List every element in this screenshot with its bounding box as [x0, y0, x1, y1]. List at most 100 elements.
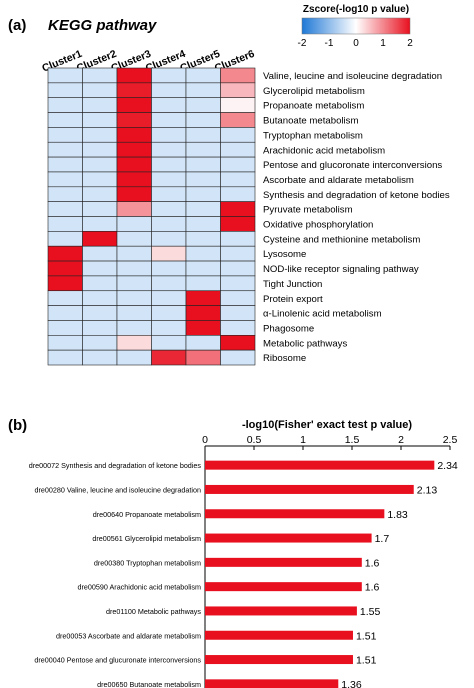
heatmap-cell — [151, 186, 187, 202]
bar-value-label: 1.51 — [356, 630, 377, 642]
bar-x-tick-label: 2 — [398, 434, 404, 446]
heatmap-row-label: Tryptophan metabolism — [263, 130, 363, 141]
heatmap-cell — [82, 82, 118, 98]
heatmap-cell — [47, 290, 83, 306]
colorbar-tick-label: -2 — [298, 38, 307, 49]
heatmap-cell — [151, 156, 187, 173]
heatmap-cell — [82, 201, 118, 217]
heatmap-cell — [116, 141, 152, 158]
heatmap-cell — [185, 334, 221, 351]
bar-x-tick-label: 2.5 — [443, 434, 458, 446]
heatmap-row-label: Ascorbate and aldarate metabolism — [263, 175, 414, 186]
bar-x-axis-label: -log10(Fisher' exact test p value) — [242, 419, 412, 431]
heatmap-cell — [151, 67, 187, 84]
bar-category-label: dre00640 Propanoate metabolism — [93, 510, 201, 519]
bar-value-label: 2.34 — [437, 460, 458, 472]
heatmap-cell — [47, 275, 83, 292]
bar-category-label: dre00561 Glycerolipid metabolism — [92, 534, 201, 543]
heatmap-cell — [220, 82, 256, 98]
heatmap-cell — [220, 334, 256, 351]
heatmap-cell — [82, 156, 118, 173]
heatmap-cell — [151, 112, 187, 128]
colorbar-tick-label: 0 — [353, 38, 359, 49]
bar-value-label: 1.36 — [341, 679, 362, 688]
heatmap-cell — [151, 305, 187, 321]
heatmap-cell — [185, 260, 221, 277]
heatmap-cell — [185, 349, 221, 366]
bar-x-tick-label: 1 — [300, 434, 306, 446]
bar — [205, 460, 435, 470]
bar — [205, 484, 414, 494]
heatmap-cell — [116, 260, 152, 277]
heatmap-cell — [151, 245, 187, 262]
heatmap-cell — [185, 82, 221, 98]
bar — [205, 630, 353, 640]
panel-a-label: (a) — [8, 17, 26, 34]
heatmap-cell — [185, 320, 221, 336]
heatmap-cell — [116, 171, 152, 188]
heatmap-cell — [116, 245, 152, 262]
heatmap-cell — [151, 349, 187, 366]
heatmap-cell — [116, 275, 152, 292]
heatmap-cell — [220, 305, 256, 321]
colorbar-tick-label: -1 — [325, 38, 334, 49]
heatmap-cell — [47, 171, 83, 188]
bar — [205, 655, 353, 665]
heatmap-cell — [151, 141, 187, 158]
heatmap-cell — [220, 245, 256, 262]
bar — [205, 582, 362, 592]
heatmap-row-label: Arachidonic acid metabolism — [263, 145, 385, 156]
heatmap-cell — [220, 275, 256, 292]
heatmap-cell — [47, 186, 83, 202]
heatmap-cell — [220, 97, 256, 113]
heatmap-cell — [47, 216, 83, 232]
heatmap-cell — [151, 334, 187, 351]
heatmap-cell — [47, 112, 83, 128]
heatmap-cell — [116, 186, 152, 202]
heatmap-cell — [82, 141, 118, 158]
heatmap-cell — [47, 260, 83, 277]
heatmap-row-labels: Valine, leucine and isoleucine degradati… — [263, 71, 450, 364]
heatmap-cell — [116, 320, 152, 336]
heatmap-cell — [116, 67, 152, 84]
heatmap-row-label: Metabolic pathways — [263, 338, 347, 349]
heatmap-cell — [185, 67, 221, 84]
heatmap-cell — [220, 320, 256, 336]
heatmap-cell — [185, 201, 221, 217]
heatmap-cell — [82, 127, 118, 143]
heatmap-cell — [185, 156, 221, 173]
colorbar-label: Zscore(-log10 p value) — [303, 4, 409, 15]
bar-category-label: dre01100 Metabolic pathways — [106, 607, 201, 616]
heatmap-cell — [220, 141, 256, 158]
heatmap-row-label: Phagosome — [263, 323, 314, 334]
heatmap-cell — [116, 334, 152, 351]
heatmap-cell — [151, 290, 187, 306]
heatmap-cell — [185, 112, 221, 128]
heatmap-cell — [220, 127, 256, 143]
bar — [205, 606, 357, 616]
heatmap-cell — [47, 320, 83, 336]
heatmap-cell — [47, 305, 83, 321]
bar-category-label: dre00280 Valine, leucine and isoleucine … — [34, 485, 201, 494]
heatmap-row-label: Butanoate metabolism — [263, 116, 358, 127]
heatmap-row-label: Cysteine and methionine metabolism — [263, 234, 420, 245]
bar-value-label: 1.6 — [365, 582, 380, 594]
heatmap-cell — [185, 186, 221, 202]
heatmap-cell — [151, 82, 187, 98]
heatmap-cell — [47, 67, 83, 84]
heatmap-cell — [116, 305, 152, 321]
heatmap-cell — [185, 231, 221, 247]
heatmap-row-label: Lysosome — [263, 249, 306, 260]
colorbar-tick-label: 1 — [380, 38, 386, 49]
bar-category-label: dre00590 Arachidonic acid metabolism — [78, 583, 201, 592]
heatmap-cell — [151, 127, 187, 143]
heatmap-cell — [116, 112, 152, 128]
heatmap-cell — [82, 275, 118, 292]
bar — [205, 679, 339, 688]
bar-category-label: dre00650 Butanoate metabolism — [97, 680, 201, 688]
heatmap-cell — [185, 171, 221, 188]
heatmap-cell — [47, 349, 83, 366]
bar-value-label: 1.83 — [387, 509, 408, 521]
heatmap-row-label: Ribosome — [263, 353, 306, 364]
